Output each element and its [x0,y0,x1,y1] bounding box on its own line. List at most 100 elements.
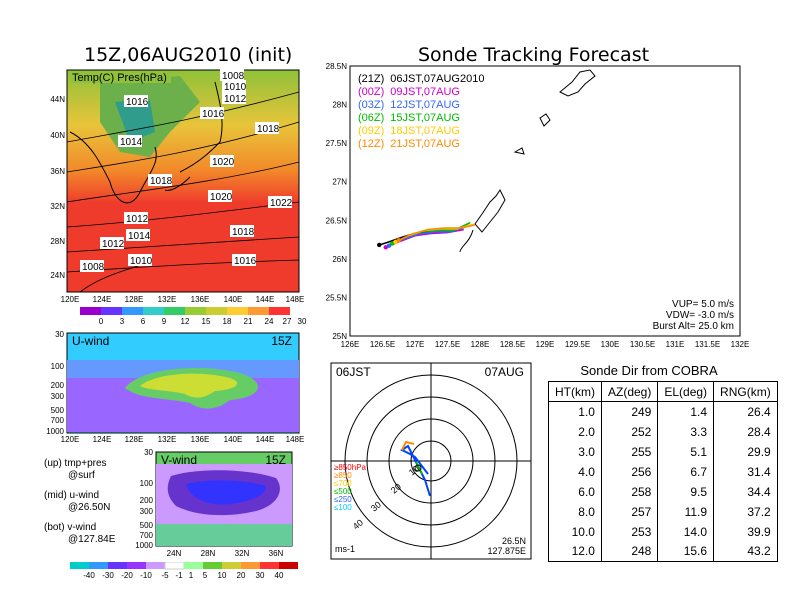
track-series-line [398,224,475,242]
col-rng: RNG(km) [713,381,778,402]
svg-text:10: 10 [218,571,227,580]
svg-text:(09Z)18JST,07AUG: (09Z) 18JST,07AUG [358,125,460,137]
table-cell: 255 [600,441,658,462]
table-row: 2.0 252 3.3 28.4 [548,421,778,442]
table-cell: 28.4 [713,421,778,442]
right-title: Sonde Tracking Forecast [418,44,650,66]
svg-text:28N: 28N [201,549,216,558]
svg-text:700: 700 [140,531,154,540]
v-wind-level-ticks: 30 100 200 300 500 700 1000 [135,448,153,550]
map-lon-ticks: 120E 124E 128E 132E 136E 140E 144E 148E [61,295,305,304]
panel-notes: (up) tmp+pres @surf (mid) u-wind @26.50N… [44,458,115,546]
table-cell: 43.2 [713,541,778,562]
isobar-label: 1018 [232,227,255,238]
svg-text:0: 0 [99,317,104,326]
isobar-label: 1014 [120,137,143,148]
svg-text:30: 30 [144,448,153,457]
svg-text:24: 24 [265,317,274,326]
wind-colorbar: -40 -30 -20 -10 -5 -1 1 5 10 20 30 40 [70,562,298,580]
svg-text:20: 20 [237,571,246,580]
svg-text:1000: 1000 [46,427,64,436]
map-panel-label: Temp(C) Pres(hPa) [72,72,167,84]
isobar-label: 1022 [270,198,293,209]
table-row: 4.0 256 6.7 31.4 [548,461,778,482]
v-wind-time: 15Z [265,453,286,467]
track-lon-tick: 131.5E [695,340,720,349]
table-cell: 15.6 [657,541,714,562]
polar-lon: 127.875E [487,546,526,556]
table-row: 1.0 249 1.4 26.4 [548,401,778,422]
table-cell: 257 [600,501,658,522]
svg-text:-30: -30 [102,571,114,580]
svg-text:30: 30 [298,317,307,326]
table-cell: 1.4 [657,401,714,422]
isobar-label: 1020 [210,192,233,203]
table-cell: 248 [600,541,658,562]
table-row: 12.0 248 15.6 43.2 [548,541,778,562]
svg-text:27: 27 [283,317,292,326]
u-wind-time: 15Z [271,334,292,348]
isobar-labels: 1016 1014 1018 1020 1018 1020 1022 1012 … [80,69,293,273]
svg-text:40N: 40N [50,131,65,140]
note-up-level: @surf [68,470,95,481]
track-lat-tick: 25.5N [326,293,348,302]
track-landing-point [386,243,392,248]
table-cell: 3.0 [548,441,602,462]
table-cell: 14.0 [657,521,714,542]
table-cell: 12.0 [548,541,602,562]
svg-text:30: 30 [256,571,265,580]
table-cell: 6.7 [657,461,714,482]
isobar-label: 1008 [222,71,245,82]
note-bot: (bot) v-wind [44,522,97,533]
svg-text:9: 9 [162,317,167,326]
polar-lat: 26.5N [502,536,526,546]
svg-text:100: 100 [140,479,154,488]
isobars [66,91,300,293]
table-cell: 5.1 [657,441,714,462]
svg-text:140E: 140E [224,295,243,304]
table-cell: 6.0 [548,481,602,502]
svg-text:124E: 124E [93,435,112,444]
svg-text:≥850hPa: ≥850hPa [334,463,367,472]
svg-text:120E: 120E [61,435,80,444]
coastlines [69,81,223,204]
svg-text:40: 40 [351,517,365,531]
table-cell: 252 [600,421,658,442]
track-lat-tick: 28N [332,101,347,110]
note-mid: (mid) u-wind [44,490,100,501]
svg-text:5: 5 [203,571,208,580]
track-lon-tick: 127.5E [435,340,460,349]
map-lat-ticks: 44N 40N 36N 32N 28N 24N [50,95,65,280]
range-rings [331,363,531,559]
svg-text:(00Z)09JST,07AUG: (00Z) 09JST,07AUG [358,86,460,98]
track-lat-tick: 26.5N [326,216,348,225]
track-lon-tick: 129.5E [565,340,590,349]
svg-text:128E: 128E [125,435,144,444]
svg-text:≤100: ≤100 [334,503,352,512]
table-row: 6.0 258 9.5 34.4 [548,481,778,502]
track-lon-tick: 129E [536,340,555,349]
table-cell: 37.2 [713,501,778,522]
track-info: VUP= 5.0 m/s VDW= -3.0 m/s Burst Alt= 25… [653,299,734,332]
table-cell: 39.9 [713,521,778,542]
svg-text:3: 3 [120,317,125,326]
svg-text:VUP= 5.0 m/s: VUP= 5.0 m/s [672,299,734,310]
temperature-colorbar: 0 3 6 9 12 15 18 21 24 27 30 [80,307,307,326]
track-lat-tick: 27N [332,178,347,187]
isobar-label: 1018 [257,124,280,135]
svg-text:(06Z)15JST,07AUG: (06Z) 15JST,07AUG [358,112,460,124]
table-row: 3.0 255 5.1 29.9 [548,441,778,462]
isobar-label: 1012 [126,214,149,225]
u-wind-lon-ticks: 120E 124E 128E 132E 136E 140E 144E 148E [61,435,305,444]
track-lat-tick: 27.5N [326,139,348,148]
track-legend: (21Z) 06JST,07AUG2010 (00Z) 09JST,07AUG (0… [358,73,484,150]
hodograph-line [400,444,431,497]
sonde-table-panel: Sonde Dir from COBRA HT(km) AZ(deg) EL(d… [548,362,778,562]
track-lat-tick: 28.5N [326,62,348,71]
table-cell: 4.0 [548,461,602,482]
svg-text:≥850: ≥850 [334,471,352,480]
isobar-label: 1012 [102,239,125,250]
svg-text:VDW= -3.0 m/s: VDW= -3.0 m/s [666,310,734,321]
polar-units: ms-1 [335,544,355,554]
polar-right-label: 07AUG [485,365,524,379]
